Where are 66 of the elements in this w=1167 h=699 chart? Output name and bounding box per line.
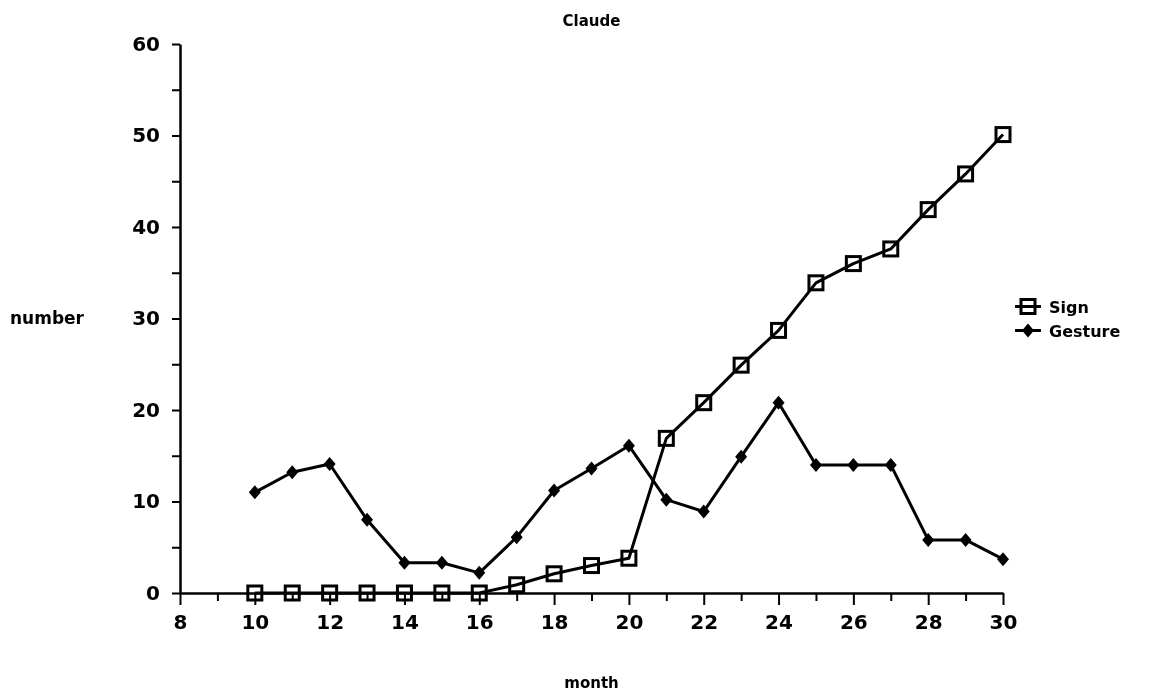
- y-tick-label: 30: [132, 306, 160, 331]
- point: [919, 201, 937, 219]
- x-axis-title: month: [564, 674, 619, 692]
- x-tick-label: 22: [690, 610, 719, 635]
- point: [470, 584, 488, 602]
- chart-title: Claude: [562, 12, 621, 30]
- point: [361, 512, 374, 527]
- x-tick-label: 20: [615, 610, 644, 635]
- x-tick-label: 8: [173, 610, 188, 635]
- x-tick-label: 28: [914, 610, 943, 635]
- point: [585, 461, 598, 476]
- point: [620, 549, 638, 567]
- point: [508, 576, 526, 594]
- point: [882, 240, 900, 258]
- y-tick-label: 20: [132, 397, 160, 422]
- point: [657, 429, 675, 447]
- point: [583, 557, 600, 575]
- point: [957, 165, 975, 183]
- point: [770, 321, 788, 339]
- point: [997, 552, 1009, 567]
- point: [510, 530, 523, 545]
- point: [697, 504, 710, 519]
- point: [321, 584, 339, 602]
- x-tick-label: 16: [465, 610, 494, 635]
- point: [545, 565, 563, 583]
- point: [283, 584, 301, 602]
- point: [809, 457, 822, 472]
- point: [807, 274, 825, 292]
- point: [248, 485, 261, 500]
- x-tick-label: 24: [765, 610, 793, 635]
- legend-label: Sign: [1049, 297, 1089, 317]
- x-tick-label: 26: [839, 610, 868, 635]
- point: [246, 584, 264, 602]
- y-tick-label: 0: [146, 580, 160, 605]
- point: [884, 457, 897, 472]
- y-tick-label: 60: [132, 31, 160, 56]
- point: [994, 126, 1012, 144]
- point: [323, 456, 336, 471]
- point: [695, 394, 713, 412]
- y-tick-label: 50: [132, 123, 160, 148]
- point: [358, 584, 376, 602]
- point: [435, 555, 448, 570]
- point: [844, 255, 862, 273]
- point: [735, 449, 748, 464]
- x-tick-label: 10: [241, 610, 270, 635]
- y-tick-label: 40: [132, 214, 160, 239]
- point: [473, 565, 486, 580]
- point: [548, 483, 561, 498]
- x-tick-label: 30: [989, 610, 1018, 635]
- point: [847, 457, 860, 472]
- y-tick-label: 10: [132, 489, 160, 514]
- x-tick-label: 18: [540, 610, 569, 635]
- x-tick-label: 14: [391, 610, 419, 635]
- legend-label: Gesture: [1049, 321, 1121, 341]
- point: [772, 395, 785, 410]
- x-tick-label: 12: [316, 610, 345, 635]
- point: [286, 465, 299, 480]
- point: [922, 532, 935, 547]
- point: [732, 356, 750, 374]
- point: [959, 532, 972, 547]
- point: [622, 438, 635, 453]
- point: [433, 584, 451, 602]
- point: [660, 492, 673, 507]
- point: [398, 555, 411, 570]
- point: [395, 584, 413, 602]
- y-axis-title: number: [10, 307, 85, 328]
